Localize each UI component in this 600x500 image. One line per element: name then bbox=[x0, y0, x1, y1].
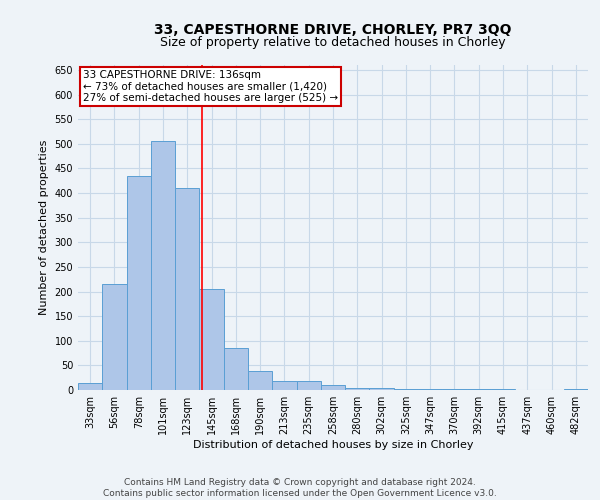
X-axis label: Distribution of detached houses by size in Chorley: Distribution of detached houses by size … bbox=[193, 440, 473, 450]
Bar bbox=[370, 388, 394, 390]
Bar bbox=[345, 388, 370, 390]
Y-axis label: Number of detached properties: Number of detached properties bbox=[39, 140, 49, 315]
Text: Contains HM Land Registry data © Crown copyright and database right 2024.
Contai: Contains HM Land Registry data © Crown c… bbox=[103, 478, 497, 498]
Text: Size of property relative to detached houses in Chorley: Size of property relative to detached ho… bbox=[160, 36, 506, 49]
Bar bbox=[564, 388, 588, 390]
Bar bbox=[199, 289, 224, 390]
Bar bbox=[151, 142, 175, 390]
Bar bbox=[248, 372, 272, 390]
Bar bbox=[78, 382, 102, 390]
Bar bbox=[467, 388, 491, 390]
Bar bbox=[321, 385, 345, 390]
Bar bbox=[127, 176, 151, 390]
Bar bbox=[418, 388, 442, 390]
Bar bbox=[272, 381, 296, 390]
Bar bbox=[224, 348, 248, 390]
Bar bbox=[491, 388, 515, 390]
Bar bbox=[442, 388, 467, 390]
Text: 33, CAPESTHORNE DRIVE, CHORLEY, PR7 3QQ: 33, CAPESTHORNE DRIVE, CHORLEY, PR7 3QQ bbox=[154, 22, 512, 36]
Bar bbox=[102, 284, 127, 390]
Bar bbox=[394, 388, 418, 390]
Bar bbox=[175, 188, 199, 390]
Bar bbox=[296, 381, 321, 390]
Text: 33 CAPESTHORNE DRIVE: 136sqm
← 73% of detached houses are smaller (1,420)
27% of: 33 CAPESTHORNE DRIVE: 136sqm ← 73% of de… bbox=[83, 70, 338, 103]
